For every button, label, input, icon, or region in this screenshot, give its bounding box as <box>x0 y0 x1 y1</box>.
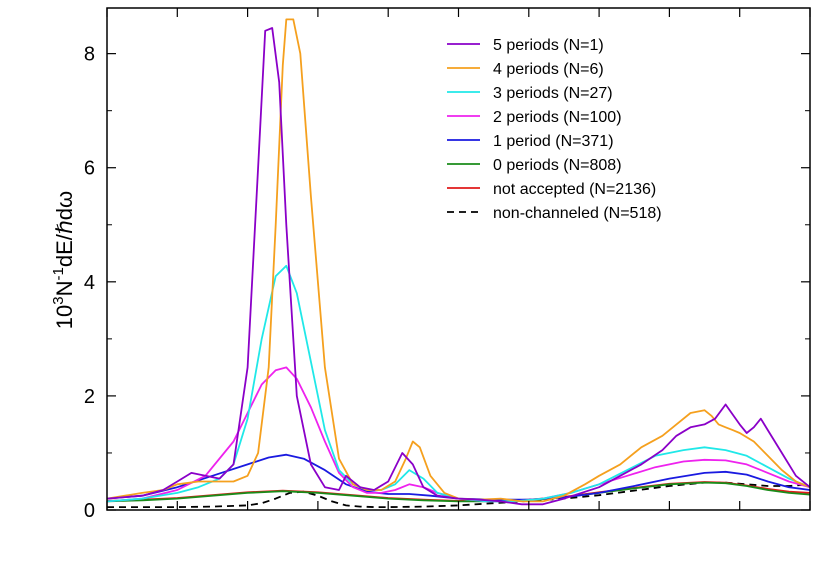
y-tick-label: 6 <box>84 158 95 180</box>
series-line-2-periods-n-100 <box>106 366 811 503</box>
series-line-non-channeled-n-518 <box>107 481 811 508</box>
legend-label-0-periods-n-808: 0 periods (N=808) <box>493 157 622 174</box>
y-tick-label: 0 <box>84 500 95 522</box>
y-axis-label: 103N-1dE/ℏdω <box>50 191 77 329</box>
legend-label-2-periods-n-100: 2 periods (N=100) <box>493 109 622 126</box>
legend-label-1-period-n-371: 1 period (N=371) <box>493 133 614 150</box>
y-tick-label: 2 <box>84 386 95 408</box>
legend-label-3-periods-n-27: 3 periods (N=27) <box>493 85 613 102</box>
legend-label-non-channeled-n-518: non-channeled (N=518) <box>493 205 662 222</box>
legend-label-5-periods-n-1: 5 periods (N=1) <box>493 37 604 54</box>
y-tick-label: 4 <box>84 272 95 294</box>
plot-area <box>106 18 811 508</box>
x-axis-ticks <box>106 8 811 510</box>
series-line-4-periods-n-6 <box>106 18 811 503</box>
y-tick-label: 8 <box>84 44 95 66</box>
plot-frame <box>106 7 811 511</box>
series-line-5-periods-n-1 <box>106 27 811 506</box>
series-line-3-periods-n-27 <box>106 264 811 503</box>
y-axis-ticks: 0 2 4 6 8 <box>84 44 810 522</box>
legend: 5 periods (N=1) 4 periods (N=6) 3 periods … <box>447 37 662 222</box>
legend-label-not-accepted-n-2136: not accepted (N=2136) <box>493 181 656 198</box>
legend-label-4-periods-n-6: 4 periods (N=6) <box>493 61 604 78</box>
